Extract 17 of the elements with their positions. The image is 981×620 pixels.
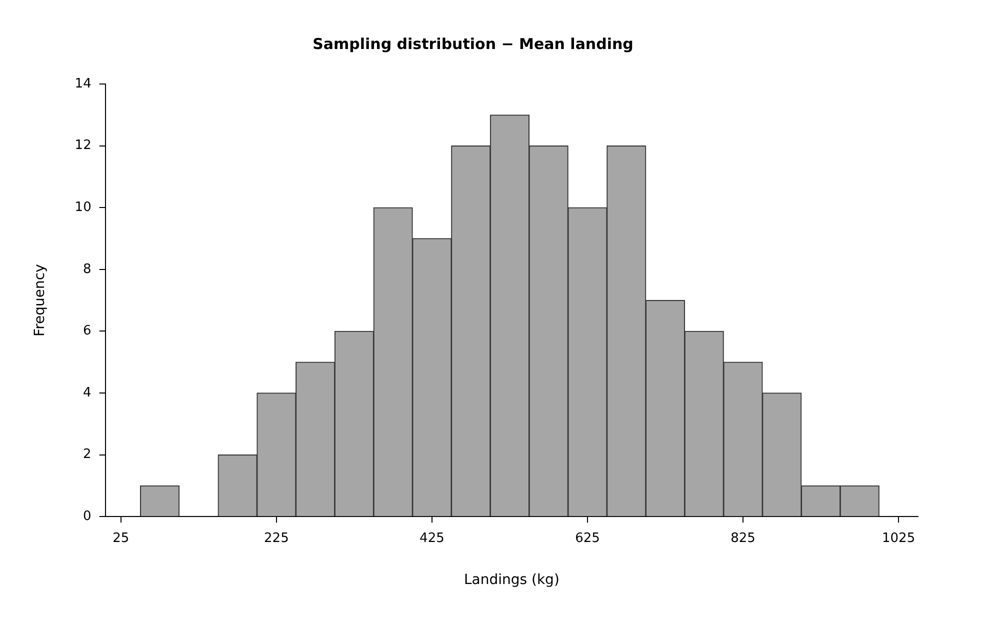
y-tick-label: 0	[83, 508, 92, 524]
x-tick-label: 825	[730, 530, 756, 546]
x-tick-label: 625	[575, 530, 600, 546]
y-tick-label: 12	[74, 138, 92, 154]
y-axis-title: Frequency	[32, 264, 48, 336]
x-tick-label: 425	[420, 530, 444, 546]
chart-title: Sampling distribution − Mean landing	[312, 34, 634, 53]
y-tick-label: 10	[74, 200, 92, 215]
x-tick-label: 25	[112, 530, 130, 546]
y-tick-label: 2	[83, 447, 92, 462]
y-tick-label: 8	[83, 262, 92, 277]
y-tick-label: 14	[74, 76, 92, 92]
x-axis-title: Landings (kg)	[464, 572, 560, 588]
x-tick-label: 1025	[882, 530, 916, 546]
x-tick-label: 225	[264, 530, 289, 546]
y-tick-label: 4	[83, 385, 92, 400]
y-tick-label: 6	[83, 324, 92, 339]
